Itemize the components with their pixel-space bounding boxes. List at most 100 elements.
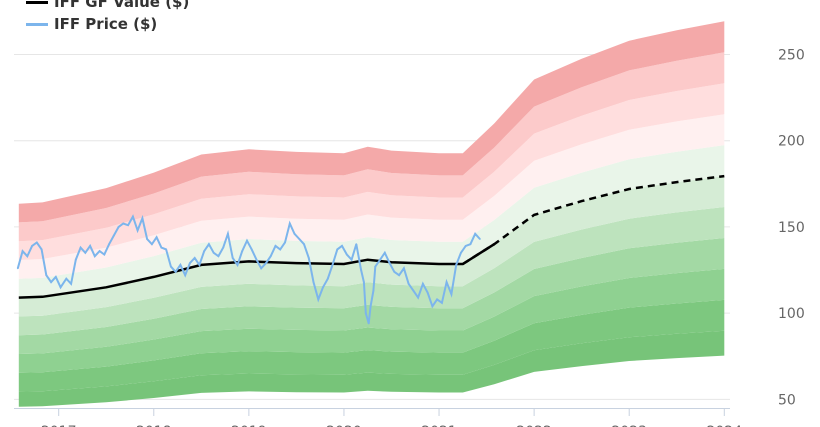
price-point: [326, 277, 329, 280]
price-point: [398, 274, 400, 277]
price-point: [317, 298, 320, 301]
legend-label-price: IFF Price ($): [54, 15, 158, 33]
price-point: [79, 246, 82, 249]
price-point: [345, 253, 348, 256]
price-point: [222, 246, 225, 249]
price-point: [383, 251, 386, 254]
price-point: [16, 267, 19, 270]
price-point: [227, 232, 229, 235]
price-point: [445, 281, 448, 283]
x-tick-label: 2019: [231, 424, 267, 427]
price-point: [407, 282, 410, 285]
price-point: [469, 243, 472, 246]
price-point: [108, 243, 110, 246]
price-point: [146, 238, 149, 240]
price-point: [165, 248, 168, 251]
price-point: [212, 251, 215, 254]
valuation-band: [18, 114, 725, 279]
price-point: [426, 291, 429, 294]
price-point: [21, 250, 24, 253]
y-tick-label: 150: [778, 220, 805, 236]
valuation-band: [18, 268, 725, 373]
price-point: [70, 282, 72, 285]
price-point: [355, 243, 358, 246]
price-point: [246, 239, 248, 242]
price-point: [369, 305, 372, 308]
y-tick-label: 100: [778, 306, 805, 322]
price-point: [274, 245, 277, 247]
price-point: [379, 258, 381, 261]
valuation-band: [18, 207, 725, 336]
price-point: [341, 245, 343, 247]
price-point: [112, 234, 115, 237]
price-point: [189, 262, 191, 264]
legend-item-gf-value[interactable]: IFF GF Value ($): [26, 0, 189, 13]
price-point: [393, 270, 396, 273]
price-point: [431, 305, 434, 308]
price-point: [26, 255, 29, 258]
x-tick-label: 2022: [516, 424, 552, 427]
valuation-band: [18, 21, 725, 223]
price-point: [84, 251, 87, 254]
price-point: [374, 265, 377, 268]
price-point: [255, 258, 258, 261]
price-point: [363, 281, 365, 283]
price-point: [155, 236, 158, 239]
y-tick-label: 50: [778, 392, 796, 408]
price-point: [89, 245, 91, 247]
price-point: [54, 276, 57, 278]
price-point: [364, 312, 367, 315]
price-point: [59, 286, 62, 289]
price-point: [360, 269, 362, 271]
x-tick-label: 2023: [611, 424, 647, 427]
price-point: [231, 257, 234, 259]
price-point: [436, 298, 438, 301]
price-point: [31, 245, 33, 247]
price-point: [45, 274, 48, 277]
price-point: [450, 293, 453, 296]
price-point: [160, 246, 163, 249]
price-point: [203, 250, 206, 253]
price-point: [303, 243, 305, 246]
price-point: [250, 248, 253, 251]
price-point: [474, 232, 477, 235]
price-point: [350, 258, 353, 261]
price-point: [241, 250, 244, 253]
price-point: [132, 215, 134, 218]
price-point: [417, 296, 419, 299]
price-point: [217, 255, 220, 258]
price-point: [455, 264, 458, 266]
price-point: [260, 267, 263, 270]
price-point: [367, 322, 370, 325]
price-point: [179, 264, 182, 266]
valuation-band: [18, 330, 725, 407]
price-point: [236, 264, 239, 266]
price-point: [40, 248, 43, 251]
price-point: [441, 301, 443, 304]
price-point: [122, 222, 125, 225]
legend-item-price[interactable]: IFF Price ($): [26, 13, 189, 35]
price-point: [141, 217, 144, 220]
price-point: [184, 274, 187, 277]
price-point: [265, 262, 267, 264]
price-point: [127, 224, 129, 227]
price-point: [298, 238, 301, 240]
price-point: [412, 289, 415, 292]
price-point: [422, 282, 424, 285]
price-point: [288, 222, 291, 225]
price-point: [403, 267, 405, 270]
series-lines: [16, 174, 725, 325]
price-point: [464, 245, 467, 247]
price-point: [136, 229, 139, 232]
price-point: [98, 250, 101, 253]
x-tick-label: 2020: [326, 424, 362, 427]
price-point: [50, 281, 52, 283]
price-point: [170, 265, 172, 268]
price-point: [35, 241, 38, 244]
price-point: [93, 255, 96, 258]
price-point: [307, 257, 310, 259]
price-point: [269, 255, 272, 258]
price-point: [312, 281, 315, 283]
y-tick-label: 200: [778, 134, 805, 150]
